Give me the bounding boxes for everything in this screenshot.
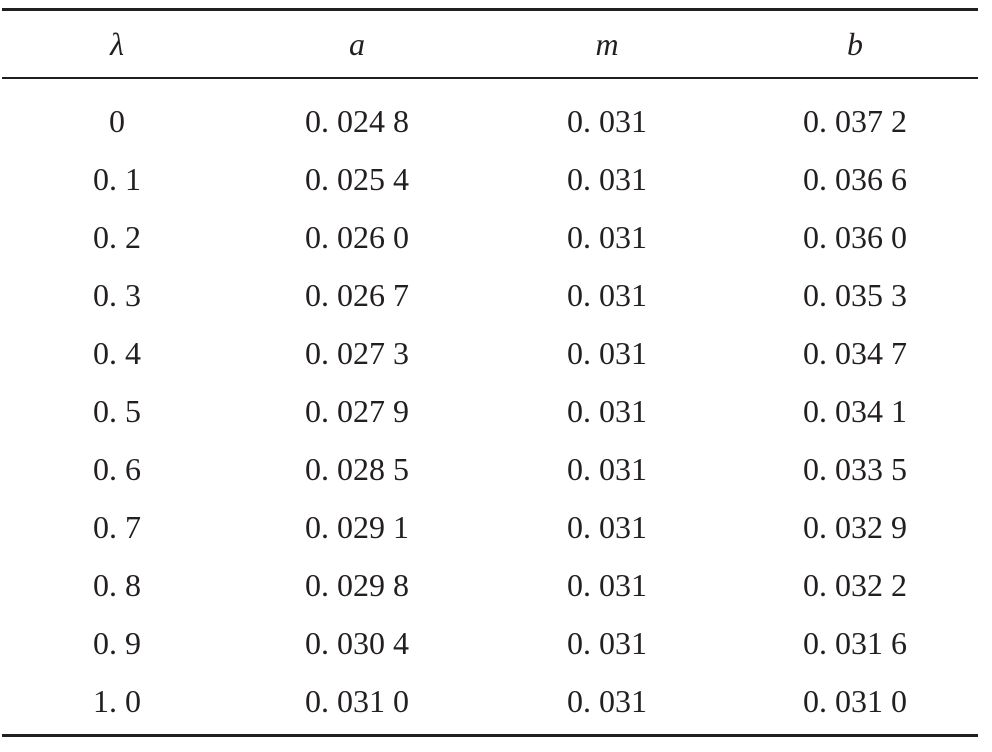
- table-row: 0. 6 0. 028 5 0. 031 0. 033 5: [2, 440, 978, 498]
- table-row: 0. 5 0. 027 9 0. 031 0. 034 1: [2, 382, 978, 440]
- table-top-rule: [2, 8, 978, 11]
- cell-b: 0. 034 1: [803, 393, 907, 429]
- cell-a: 0. 027 9: [305, 393, 409, 429]
- cell-m: 0. 031: [567, 161, 647, 197]
- cell-b: 0. 037 2: [803, 103, 907, 139]
- table-row: 0 0. 024 8 0. 031 0. 037 2: [2, 92, 978, 150]
- cell-a: 0. 024 8: [305, 103, 409, 139]
- cell-lambda: 0. 3: [93, 277, 141, 313]
- table-header-rule: [2, 77, 978, 79]
- cell-b: 0. 036 0: [803, 219, 907, 255]
- cell-a: 0. 025 4: [305, 161, 409, 197]
- cell-b: 0. 035 3: [803, 277, 907, 313]
- cell-a: 0. 027 3: [305, 335, 409, 371]
- cell-lambda: 0. 1: [93, 161, 141, 197]
- table-row: 0. 4 0. 027 3 0. 031 0. 034 7: [2, 324, 978, 382]
- cell-a: 0. 026 7: [305, 277, 409, 313]
- cell-m: 0. 031: [567, 219, 647, 255]
- cell-m: 0. 031: [567, 625, 647, 661]
- cell-m: 0. 031: [567, 567, 647, 603]
- table-row: 1. 0 0. 031 0 0. 031 0. 031 0: [2, 672, 978, 730]
- cell-lambda: 1. 0: [93, 683, 141, 719]
- table-row: 0. 3 0. 026 7 0. 031 0. 035 3: [2, 266, 978, 324]
- data-table: λ a m b 0 0. 024 8 0. 031 0. 037 2 0. 1 0. 02…: [2, 8, 978, 730]
- table-row: 0. 8 0. 029 8 0. 031 0. 032 2: [2, 556, 978, 614]
- cell-b: 0. 032 9: [803, 509, 907, 545]
- cell-a: 0. 031 0: [305, 683, 409, 719]
- header-a: a: [349, 26, 365, 62]
- table-row: 0. 1 0. 025 4 0. 031 0. 036 6: [2, 150, 978, 208]
- cell-m: 0. 031: [567, 277, 647, 313]
- cell-lambda: 0. 5: [93, 393, 141, 429]
- cell-lambda: 0: [109, 103, 125, 139]
- cell-a: 0. 028 5: [305, 451, 409, 487]
- cell-m: 0. 031: [567, 451, 647, 487]
- cell-m: 0. 031: [567, 509, 647, 545]
- cell-b: 0. 032 2: [803, 567, 907, 603]
- cell-m: 0. 031: [567, 393, 647, 429]
- cell-b: 0. 031 6: [803, 625, 907, 661]
- cell-lambda: 0. 7: [93, 509, 141, 545]
- cell-m: 0. 031: [567, 103, 647, 139]
- cell-a: 0. 029 1: [305, 509, 409, 545]
- table-row: 0. 9 0. 030 4 0. 031 0. 031 6: [2, 614, 978, 672]
- table-header-row: λ a m b: [2, 11, 978, 77]
- cell-b: 0. 034 7: [803, 335, 907, 371]
- cell-lambda: 0. 9: [93, 625, 141, 661]
- table-row: 0. 2 0. 026 0 0. 031 0. 036 0: [2, 208, 978, 266]
- header-lambda: λ: [110, 26, 124, 62]
- cell-m: 0. 031: [567, 683, 647, 719]
- table-body: 0 0. 024 8 0. 031 0. 037 2 0. 1 0. 025 4 0. 03…: [2, 79, 978, 730]
- header-b: b: [847, 26, 863, 62]
- cell-a: 0. 026 0: [305, 219, 409, 255]
- cell-b: 0. 036 6: [803, 161, 907, 197]
- cell-b: 0. 033 5: [803, 451, 907, 487]
- cell-b: 0. 031 0: [803, 683, 907, 719]
- cell-m: 0. 031: [567, 335, 647, 371]
- cell-lambda: 0. 8: [93, 567, 141, 603]
- cell-a: 0. 030 4: [305, 625, 409, 661]
- table-row: 0. 7 0. 029 1 0. 031 0. 032 9: [2, 498, 978, 556]
- table-bottom-rule: [2, 734, 978, 737]
- cell-lambda: 0. 4: [93, 335, 141, 371]
- header-m: m: [595, 26, 619, 62]
- cell-lambda: 0. 2: [93, 219, 141, 255]
- cell-a: 0. 029 8: [305, 567, 409, 603]
- cell-lambda: 0. 6: [93, 451, 141, 487]
